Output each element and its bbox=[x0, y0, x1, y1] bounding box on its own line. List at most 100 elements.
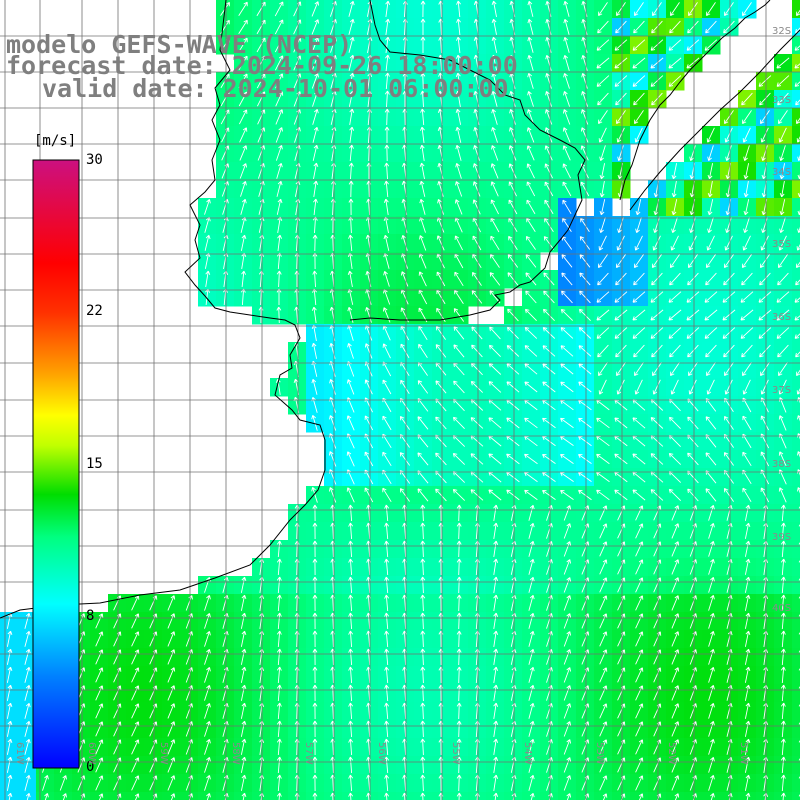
wind-arrow bbox=[563, 541, 572, 557]
wind-arrow bbox=[348, 180, 354, 198]
wind-arrow bbox=[471, 344, 483, 358]
wind-arrow bbox=[759, 344, 771, 358]
wind-cell bbox=[792, 36, 800, 55]
wind-arrow bbox=[688, 2, 698, 17]
wind-arrow bbox=[614, 57, 628, 69]
wind-arrow bbox=[329, 379, 336, 395]
wind-arrow bbox=[491, 127, 498, 143]
wind-arrow bbox=[563, 649, 572, 665]
wind-arrow bbox=[668, 416, 681, 430]
wind-arrow bbox=[384, 702, 390, 720]
wind-arrow bbox=[274, 19, 284, 35]
wind-arrow bbox=[794, 81, 800, 87]
wind-cell bbox=[792, 108, 800, 127]
wind-arrow bbox=[329, 415, 337, 431]
wind-arrow bbox=[687, 254, 698, 269]
wind-arrow bbox=[453, 326, 465, 340]
wind-arrow bbox=[599, 559, 608, 575]
wind-arrow bbox=[311, 306, 317, 323]
wind-cell bbox=[792, 594, 800, 613]
wind-arrow bbox=[707, 181, 713, 198]
wind-arrow bbox=[348, 576, 354, 594]
wind-arrow bbox=[456, 684, 462, 702]
wind-arrow bbox=[563, 703, 572, 719]
wind-arrow bbox=[274, 1, 284, 17]
wind-arrow bbox=[652, 2, 662, 17]
wind-arrow bbox=[670, 362, 680, 377]
wind-arrow bbox=[723, 254, 734, 269]
wind-cell bbox=[702, 792, 721, 800]
wind-arrow bbox=[382, 487, 392, 503]
wind-arrow bbox=[707, 217, 714, 233]
wind-arrow bbox=[794, 63, 800, 69]
wind-arrow bbox=[668, 75, 682, 87]
wind-arrow bbox=[95, 703, 104, 719]
wind-arrow bbox=[493, 594, 499, 611]
wind-arrow bbox=[741, 272, 753, 286]
wind-arrow bbox=[724, 235, 733, 251]
wind-arrow bbox=[777, 254, 788, 269]
wind-arrow bbox=[651, 20, 663, 34]
wind-arrow bbox=[348, 792, 354, 800]
wind-arrow bbox=[149, 703, 158, 719]
wind-arrow bbox=[798, 758, 800, 761]
wind-arrow bbox=[167, 595, 176, 611]
wind-arrow bbox=[490, 163, 499, 179]
wind-arrow bbox=[563, 721, 572, 737]
wind-arrow bbox=[276, 720, 282, 738]
wind-arrow bbox=[758, 309, 772, 321]
wind-arrow bbox=[708, 613, 715, 629]
wind-arrow bbox=[349, 108, 355, 125]
wind-arrow bbox=[420, 756, 426, 774]
coastline-rio-de-la-plata-north bbox=[349, 0, 586, 321]
wind-arrow bbox=[596, 453, 610, 465]
wind-arrow bbox=[470, 489, 484, 501]
wind-arrow bbox=[780, 666, 786, 684]
wind-arrow bbox=[528, 774, 535, 791]
wind-arrow bbox=[741, 344, 753, 358]
wind-arrow bbox=[742, 127, 751, 143]
wind-arrow bbox=[456, 648, 462, 666]
wind-arrow bbox=[473, 145, 480, 161]
wind-arrow bbox=[524, 489, 538, 501]
wind-arrow bbox=[276, 666, 282, 684]
wind-arrow bbox=[420, 72, 426, 90]
wind-arrow bbox=[671, 577, 680, 593]
wind-arrow bbox=[131, 757, 140, 773]
wind-arrow bbox=[778, 127, 787, 143]
wind-arrow bbox=[599, 667, 608, 683]
wind-arrow bbox=[581, 595, 590, 611]
wind-arrow bbox=[545, 91, 553, 107]
wind-arrow bbox=[527, 18, 534, 35]
wind-arrow bbox=[312, 612, 318, 630]
wind-arrow bbox=[687, 488, 699, 502]
wind-arrow bbox=[579, 272, 591, 286]
wind-arrow bbox=[633, 272, 645, 286]
lon-label-53w: 53W bbox=[594, 742, 605, 765]
wind-arrow bbox=[632, 309, 646, 321]
wind-arrow bbox=[238, 109, 248, 125]
wind-arrow bbox=[528, 594, 535, 611]
wind-arrow bbox=[313, 162, 319, 179]
wind-arrow bbox=[599, 703, 608, 719]
wind-arrow bbox=[528, 648, 535, 665]
wind-arrow bbox=[276, 558, 282, 576]
model-title: modelo GEFS-WAVE (NCEP) bbox=[6, 30, 353, 59]
wind-cell bbox=[792, 342, 800, 361]
wind-arrow bbox=[238, 1, 248, 17]
wind-arrow bbox=[668, 327, 682, 339]
wind-arrow bbox=[456, 594, 462, 612]
wind-arrow bbox=[563, 739, 572, 755]
wind-arrow bbox=[725, 217, 732, 233]
wind-arrow bbox=[634, 235, 643, 251]
wind-arrow bbox=[455, 54, 461, 71]
colorbar-tick-22: 22 bbox=[86, 303, 103, 319]
wind-arrow bbox=[311, 19, 320, 35]
wind-arrow bbox=[95, 631, 104, 647]
wind-arrow bbox=[581, 73, 588, 89]
wind-arrow bbox=[744, 702, 751, 719]
wind-cell bbox=[324, 792, 343, 800]
wind-arrow bbox=[453, 308, 465, 322]
wind-arrow bbox=[710, 793, 715, 800]
wind-arrow bbox=[615, 254, 626, 269]
